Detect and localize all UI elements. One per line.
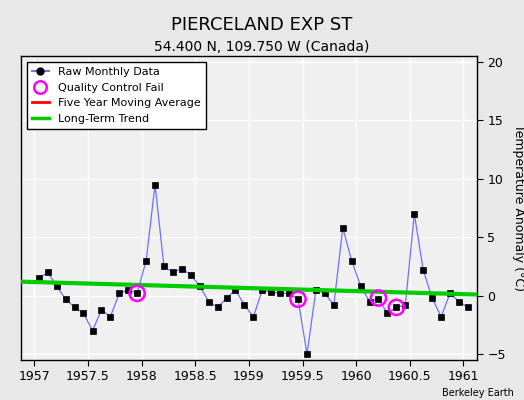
Point — [374, 295, 383, 301]
Text: 54.400 N, 109.750 W (Canada): 54.400 N, 109.750 W (Canada) — [154, 40, 370, 54]
Point — [294, 296, 302, 302]
Text: Berkeley Earth: Berkeley Earth — [442, 388, 514, 398]
Point — [392, 304, 400, 310]
Point — [133, 290, 141, 296]
Text: PIERCELAND EXP ST: PIERCELAND EXP ST — [171, 16, 353, 34]
Legend: Raw Monthly Data, Quality Control Fail, Five Year Moving Average, Long-Term Tren: Raw Monthly Data, Quality Control Fail, … — [27, 62, 206, 129]
Y-axis label: Temperature Anomaly (°C): Temperature Anomaly (°C) — [512, 124, 524, 292]
